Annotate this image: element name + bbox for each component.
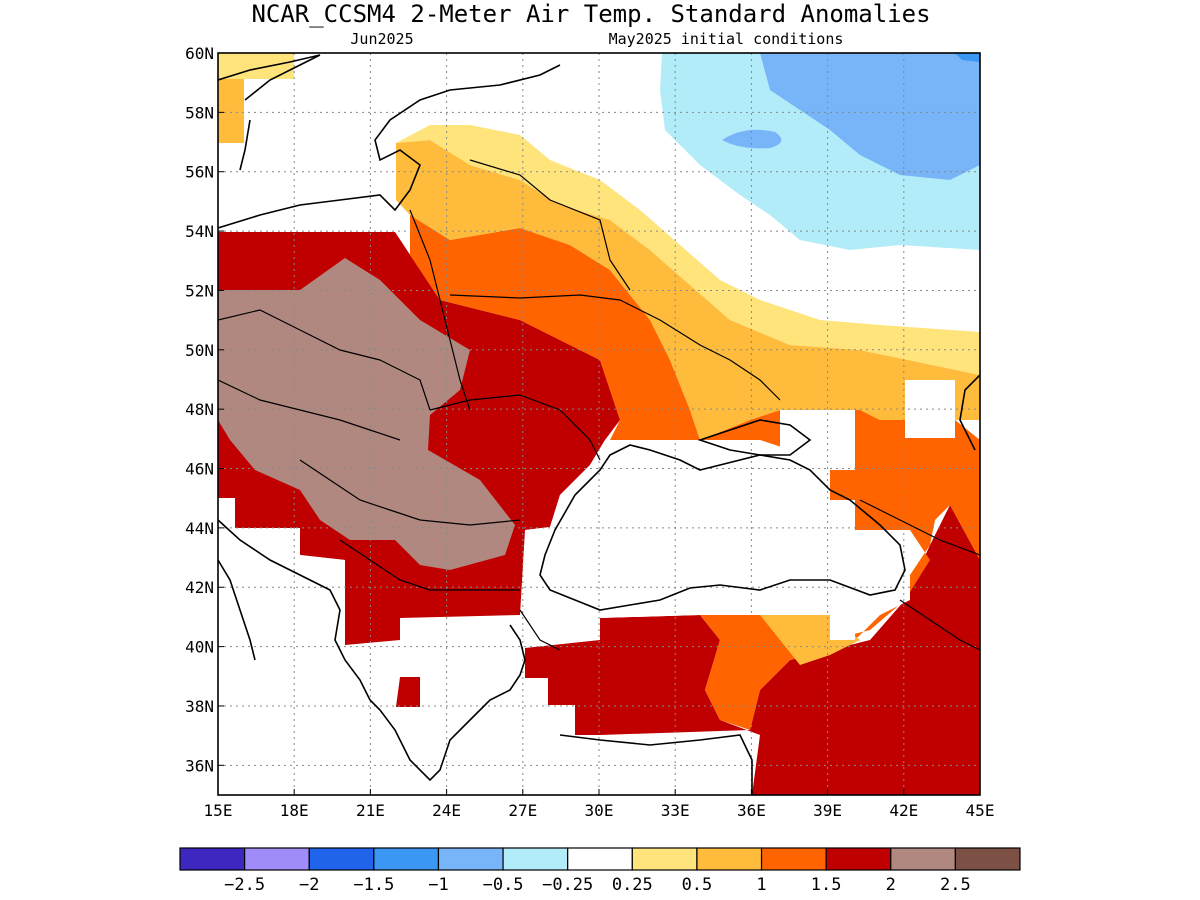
lon-tick-label: 27E bbox=[508, 801, 537, 820]
black-sea-mask bbox=[525, 440, 910, 640]
lon-tick-label: 33E bbox=[661, 801, 690, 820]
border-alpine bbox=[218, 379, 401, 441]
coastline-layer bbox=[218, 54, 980, 795]
region-central-europe-balkans bbox=[218, 258, 515, 570]
lon-tick-label: 39E bbox=[813, 801, 842, 820]
adriatic-mask bbox=[218, 528, 420, 795]
lat-tick-label: 46N bbox=[185, 460, 214, 479]
region-greece-spot bbox=[396, 677, 420, 707]
lon-tick-label: 21E bbox=[356, 801, 385, 820]
region-cold-spot bbox=[722, 129, 782, 149]
volga-mask bbox=[905, 380, 955, 438]
lat-tick-label: 60N bbox=[185, 44, 214, 63]
colorbar-swatch bbox=[179, 847, 246, 871]
lon-tick-label: 45E bbox=[966, 801, 995, 820]
colorbar-label: −2 bbox=[299, 875, 319, 895]
adriatic-coast bbox=[218, 519, 381, 711]
region-ukraine bbox=[410, 215, 700, 440]
baltic-coast bbox=[218, 64, 561, 229]
colorbar-label: 0.25 bbox=[612, 875, 653, 895]
border-east-turkey bbox=[899, 599, 980, 651]
region-baltic-russia-belt bbox=[396, 125, 980, 375]
lat-tick-label: 48N bbox=[185, 400, 214, 419]
colorbar-swatch bbox=[502, 847, 569, 871]
greece-coast bbox=[379, 624, 526, 782]
colorbar-swatch bbox=[308, 847, 375, 871]
colorbar-swatch bbox=[760, 847, 827, 871]
colorbar-label: −2.5 bbox=[224, 875, 265, 895]
anomaly-fill-layer bbox=[218, 53, 980, 795]
map-title: NCAR_CCSM4 2-Meter Air Temp. Standard An… bbox=[251, 0, 930, 28]
region-northeast-cold bbox=[760, 53, 980, 180]
colorbar-swatch bbox=[696, 847, 763, 871]
colorbar-swatch bbox=[825, 847, 892, 871]
lat-tick-label: 44N bbox=[185, 519, 214, 538]
lat-tick-label: 40N bbox=[185, 638, 214, 657]
azov-coast bbox=[697, 419, 812, 456]
colorbar-label: 0.5 bbox=[682, 875, 713, 895]
colorbar-label: 2.5 bbox=[940, 875, 971, 895]
gridlines bbox=[218, 53, 980, 795]
lon-tick-label: 36E bbox=[737, 801, 766, 820]
colorbar-swatch bbox=[244, 847, 310, 871]
lat-tick-label: 36N bbox=[185, 756, 214, 775]
lon-tick-label: 24E bbox=[432, 801, 461, 820]
border-ukraine-russia bbox=[449, 294, 781, 401]
colorbar-swatch bbox=[631, 847, 698, 871]
colorbar-swatch bbox=[890, 847, 956, 871]
border-romania bbox=[429, 394, 601, 461]
colorbar-swatch bbox=[567, 847, 633, 871]
lat-tick-label: 56N bbox=[185, 163, 214, 182]
border-balkan-1 bbox=[299, 459, 521, 526]
border-turkey bbox=[519, 609, 561, 651]
border-balkan-2 bbox=[339, 539, 520, 591]
lat-tick-label: 54N bbox=[185, 222, 214, 241]
lat-tick-label: 42N bbox=[185, 578, 214, 597]
colorbar-label: 1 bbox=[756, 875, 766, 895]
region-turkey-south bbox=[525, 505, 980, 795]
lon-tick-label: 18E bbox=[280, 801, 309, 820]
colorbar-label: −0.25 bbox=[542, 875, 593, 895]
lat-tick-label: 38N bbox=[185, 697, 214, 716]
colorbar bbox=[179, 847, 1021, 871]
colorbar-label: 1.5 bbox=[811, 875, 842, 895]
region-east-turkey-orange bbox=[700, 410, 980, 730]
initial-conditions-label: May2025 initial conditions bbox=[609, 30, 844, 48]
region-cold-corner bbox=[955, 53, 980, 62]
colorbar-labels: −2.5 −2 −1.5 −1 −0.5 −0.25 0.25 0.5 1 1.5 2 2.5 bbox=[224, 875, 971, 895]
colorbar-label: −0.5 bbox=[483, 875, 524, 895]
region-scandinavia-yellow bbox=[218, 53, 294, 79]
colorbar-label: 2 bbox=[886, 875, 896, 895]
lon-tick-label: 42E bbox=[889, 801, 918, 820]
lat-tick-label: 52N bbox=[185, 281, 214, 300]
border-layer bbox=[218, 159, 980, 651]
border-poland-ukraine bbox=[409, 209, 471, 411]
longitude-axis: 15E 18E 21E 24E 27E 30E 33E 36E 39E 42E 45E bbox=[204, 789, 995, 820]
colorbar-swatch bbox=[437, 847, 504, 871]
colorbar-swatch bbox=[373, 847, 440, 871]
latitude-axis: 60N 58N 56N 54N 52N 50N 48N 46N 44N 42N 40N 38N 36N bbox=[185, 44, 224, 775]
scandinavia-coast bbox=[218, 54, 321, 171]
italy-coast bbox=[218, 559, 256, 661]
forecast-month: Jun2025 bbox=[350, 30, 413, 48]
border-central-europe bbox=[218, 309, 431, 411]
colorbar-swatch bbox=[954, 847, 1021, 871]
lon-tick-label: 30E bbox=[585, 801, 614, 820]
colorbar-label: −1.5 bbox=[353, 875, 394, 895]
black-sea-coast bbox=[539, 444, 906, 611]
colorbar-label: −1 bbox=[428, 875, 448, 895]
lat-tick-label: 58N bbox=[185, 103, 214, 122]
lat-tick-label: 50N bbox=[185, 341, 214, 360]
border-caucasus bbox=[859, 499, 980, 556]
caspian-coast bbox=[959, 374, 980, 451]
aegean-mask bbox=[420, 618, 752, 795]
turkey-south-coast bbox=[559, 734, 753, 795]
lon-tick-label: 15E bbox=[204, 801, 233, 820]
azov-mask bbox=[780, 410, 855, 470]
border-belarus-russia bbox=[469, 159, 631, 291]
